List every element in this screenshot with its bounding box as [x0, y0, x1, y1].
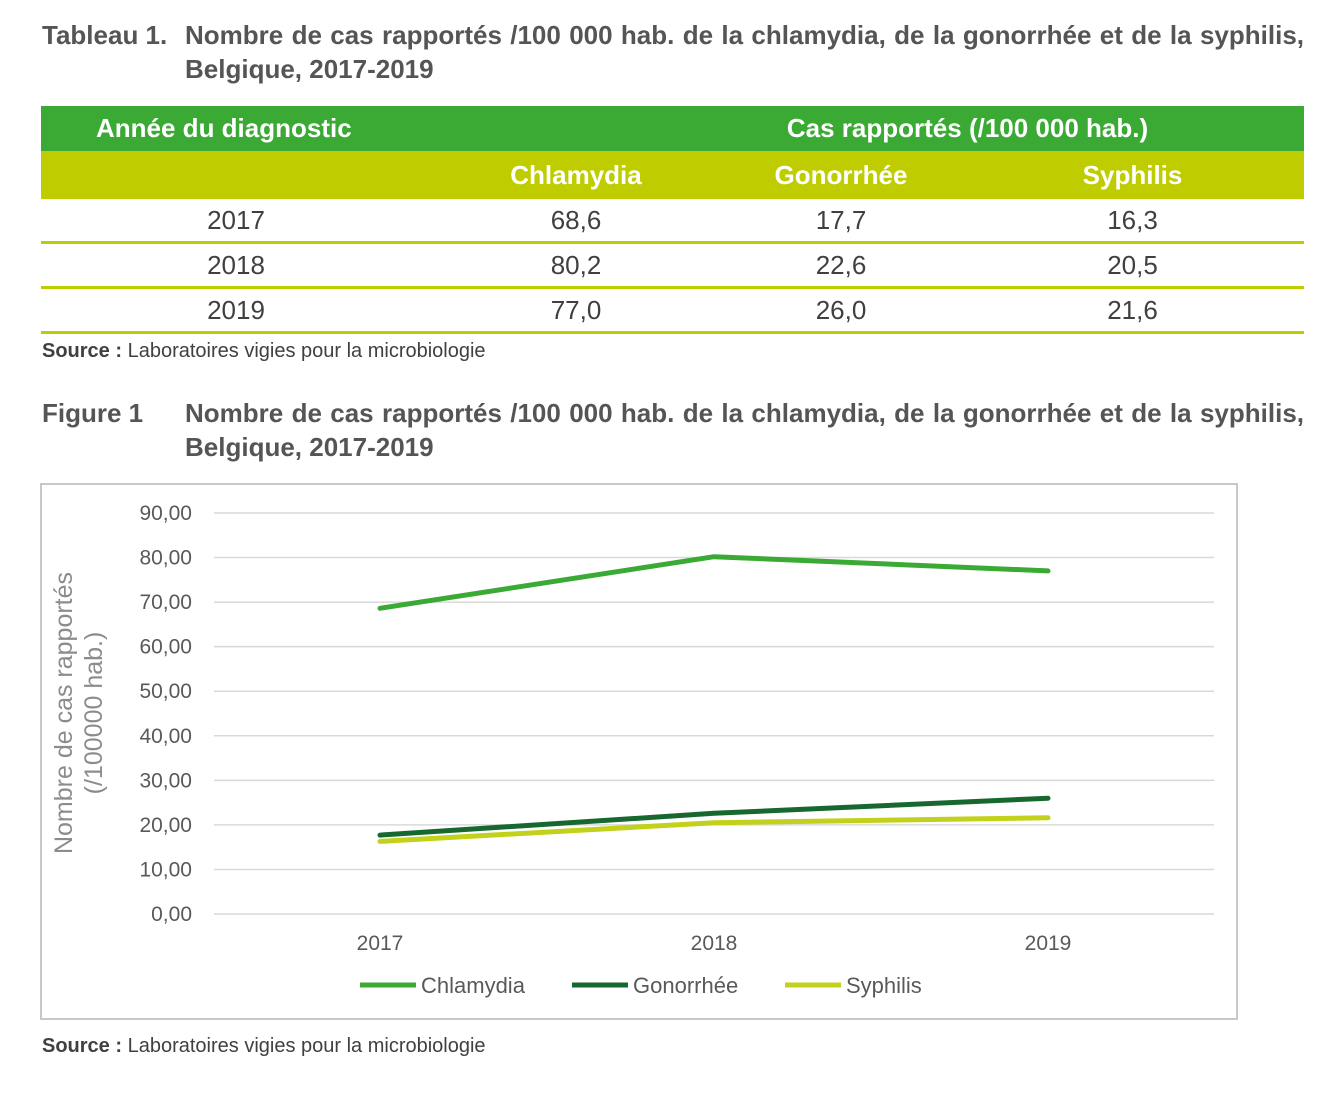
legend-label: Gonorrhée: [633, 973, 738, 998]
table-row: 2017 68,6 17,7 16,3: [41, 199, 1305, 244]
header-syphilis: Syphilis: [961, 151, 1305, 199]
cell-year: 2019: [41, 287, 431, 334]
chart-frame: 0,00 10,00 20,00 30,00 40,00 50,00 60,00 70,00 8…: [40, 483, 1238, 1020]
x-tick-label: 2018: [691, 932, 738, 955]
legend-label: Syphilis: [846, 973, 922, 998]
x-tick-label: 2017: [357, 932, 404, 955]
legend-label: Chlamydia: [421, 973, 526, 998]
table-row: 2018 80,2 22,6 20,5: [41, 242, 1305, 289]
y-tick-label: 80,00: [139, 547, 192, 570]
header-empty: [41, 151, 431, 199]
y-tick-label: 60,00: [139, 636, 192, 659]
series-line-syphilis: [377, 815, 1051, 844]
y-axis-title: Nombre de cas rapportés: [50, 572, 78, 854]
x-tick-label: 2019: [1025, 932, 1072, 955]
cell-year: 2017: [41, 199, 431, 244]
source-label: Source :: [42, 340, 123, 362]
y-tick-label: 20,00: [139, 814, 192, 837]
table-source: Source : Laboratoires vigies pour la mic…: [42, 340, 486, 363]
cell-gonorrhee: 17,7: [721, 199, 961, 244]
figure-caption: Figure 1 Nombre de cas rapportés /100 00…: [42, 396, 1304, 464]
series-line-gonorrhée: [377, 795, 1051, 838]
cell-syphilis: 20,5: [961, 242, 1305, 289]
cell-gonorrhee: 22,6: [721, 242, 961, 289]
cell-syphilis: 21,6: [961, 287, 1305, 334]
table-caption: Tableau 1. Nombre de cas rapportés /100 …: [42, 18, 1304, 86]
table-header-row-1: Année du diagnostic Cas rapportés (/100 …: [41, 106, 1305, 151]
figure-label: Figure 1: [42, 398, 144, 428]
y-tick-label: 0,00: [151, 903, 192, 926]
header-cases: Cas rapportés (/100 000 hab.): [431, 106, 1305, 151]
header-year: Année du diagnostic: [41, 106, 431, 151]
y-tick-label: 70,00: [139, 591, 192, 614]
source-text: Laboratoires vigies pour la microbiologi…: [122, 340, 486, 362]
y-tick-label: 10,00: [139, 858, 192, 881]
y-tick-label: 50,00: [139, 680, 192, 703]
y-tick-label: 90,00: [139, 502, 192, 525]
cell-gonorrhee: 26,0: [721, 287, 961, 334]
figure-source: Source : Laboratoires vigies pour la mic…: [42, 1035, 486, 1058]
table-label: Tableau 1.: [42, 20, 168, 50]
table-header-row-2: Chlamydia Gonorrhée Syphilis: [41, 151, 1305, 199]
header-chlamydia: Chlamydia: [431, 151, 721, 199]
header-gonorrhee: Gonorrhée: [721, 151, 961, 199]
y-axis-title-unit: (/100000 hab.): [80, 632, 108, 795]
y-tick-label: 30,00: [139, 769, 192, 792]
cell-chlamydia: 80,2: [431, 242, 721, 289]
table-row: 2019 77,0 26,0 21,6: [41, 287, 1305, 334]
cell-chlamydia: 68,6: [431, 199, 721, 244]
line-chart: 0,00 10,00 20,00 30,00 40,00 50,00 60,00 70,00 8…: [50, 502, 1214, 998]
source-text: Laboratoires vigies pour la microbiologi…: [122, 1035, 486, 1057]
cell-year: 2018: [41, 242, 431, 289]
cases-table: Année du diagnostic Cas rapportés (/100 …: [41, 106, 1305, 334]
figure-title: Nombre de cas rapportés /100 000 hab. de…: [185, 398, 1304, 462]
y-tick-label: 40,00: [139, 725, 192, 748]
series-line-chlamydia: [377, 554, 1051, 611]
table-title: Nombre de cas rapportés /100 000 hab. de…: [185, 20, 1304, 84]
cell-chlamydia: 77,0: [431, 287, 721, 334]
source-label: Source :: [42, 1035, 123, 1057]
cell-syphilis: 16,3: [961, 199, 1305, 244]
